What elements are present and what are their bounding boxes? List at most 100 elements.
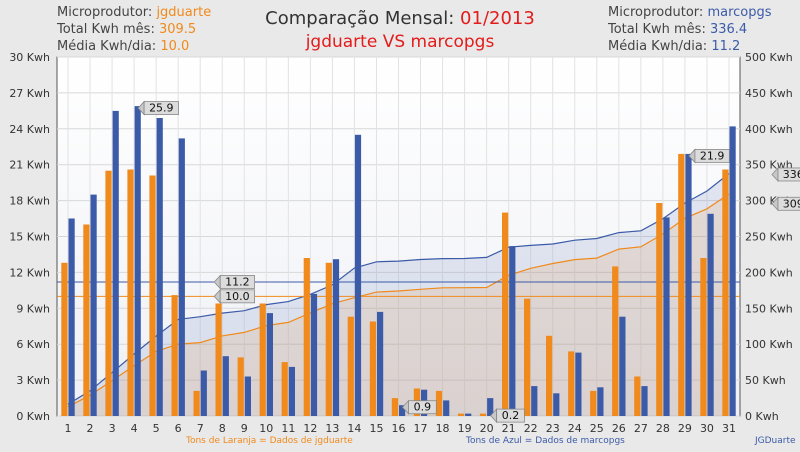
left-average-row: Média Kwh/dia: 10.0 (57, 39, 189, 55)
bar-jgduarte (105, 170, 112, 416)
x-tick-label: 6 (175, 422, 182, 435)
right-average-row: Média Kwh/dia: 11.2 (608, 39, 740, 55)
bar-jgduarte (325, 262, 332, 416)
bar-marcopgs (707, 213, 714, 416)
left-total-label: Total Kwh mês: (57, 22, 155, 37)
svg-text:21.9: 21.9 (700, 149, 725, 162)
svg-text:10.0: 10.0 (225, 290, 250, 303)
bar-marcopgs (641, 386, 648, 416)
x-tick-label: 30 (700, 422, 714, 435)
bar-jgduarte (193, 390, 200, 416)
bar-marcopgs (200, 370, 207, 416)
x-tick-label: 22 (524, 422, 538, 435)
bar-marcopgs (575, 352, 582, 416)
bar-marcopgs (134, 106, 141, 416)
y-right-tick-label: 0 Kwh (745, 410, 779, 423)
bar-marcopgs (509, 246, 516, 416)
bar-marcopgs (90, 194, 97, 416)
chart-subtitle: jgduarte VS marcopgs (305, 32, 495, 52)
svg-text:25.9: 25.9 (149, 102, 174, 115)
right-producer-label: Microprodutor: (608, 5, 704, 20)
author-signature: JGDuarte (755, 436, 796, 446)
bar-jgduarte (259, 303, 266, 416)
x-tick-label: 5 (153, 422, 160, 435)
x-tick-label: 20 (480, 422, 494, 435)
bar-marcopgs (443, 400, 450, 416)
bar-marcopgs (288, 366, 295, 416)
x-tick-label: 13 (325, 422, 339, 435)
bar-jgduarte (546, 335, 553, 416)
bar-marcopgs (663, 217, 670, 416)
x-tick-label: 23 (546, 422, 560, 435)
svg-text:0.9: 0.9 (414, 401, 432, 414)
bar-jgduarte (678, 153, 685, 416)
left-producer-name: jgduarte (156, 5, 212, 20)
cumulative-callout-marcopgs: 336.4 (771, 166, 800, 182)
x-tick-label: 7 (197, 422, 204, 435)
y-left-tick-label: 9 Kwh (16, 302, 50, 315)
cumulative-area-marcopgs (68, 173, 729, 416)
right-average-label: Média Kwh/dia: (608, 39, 708, 54)
y-right-tick-label: 50 Kwh (745, 374, 786, 387)
bar-marcopgs (68, 218, 75, 416)
bar-jgduarte (237, 357, 244, 416)
svg-text:11.2: 11.2 (225, 275, 250, 288)
bar-jgduarte (568, 351, 575, 416)
y-right-tick-label: 500 Kwh (745, 51, 793, 64)
chart-period: 01/2013 (460, 8, 535, 29)
x-tick-label: 10 (259, 422, 273, 435)
right-producer-row: Microprodutor: marcopgs (608, 5, 772, 21)
bar-marcopgs (222, 356, 229, 416)
y-right-tick-label: 150 Kwh (745, 302, 793, 315)
left-average-label: Média Kwh/dia: (57, 39, 157, 54)
bar-marcopgs (487, 398, 494, 416)
average-callout-marcopgs: 11.2 (213, 274, 256, 290)
bar-marcopgs (310, 293, 318, 416)
y-left-tick-label: 18 Kwh (9, 195, 50, 208)
bar-jgduarte (83, 224, 90, 416)
bar-marcopgs (266, 313, 273, 416)
bar-jgduarte (700, 258, 707, 416)
x-tick-label: 15 (369, 422, 383, 435)
right-total-label: Total Kwh mês: (608, 22, 706, 37)
y-left-tick-label: 21 Kwh (9, 159, 50, 172)
x-tick-label: 29 (678, 422, 692, 435)
y-left-tick-label: 30 Kwh (9, 51, 50, 64)
bar-jgduarte (612, 266, 619, 416)
bar-marcopgs (112, 110, 119, 417)
right-average-value: 11.2 (711, 39, 741, 54)
left-total-row: Total Kwh mês: 309.5 (57, 22, 196, 38)
y-left-tick-label: 24 Kwh (9, 123, 50, 136)
x-tick-label: 31 (722, 422, 736, 435)
x-tick-label: 12 (303, 422, 317, 435)
y-right-tick-label: 450 Kwh (745, 87, 793, 100)
bar-jgduarte (435, 390, 443, 416)
bar-marcopgs (178, 138, 185, 416)
bar-jgduarte (391, 398, 398, 416)
x-tick-label: 1 (65, 422, 72, 435)
cumulative-callout-jgduarte: 309.5 (771, 196, 800, 212)
svg-text:309.5: 309.5 (783, 197, 800, 210)
bar-jgduarte (502, 212, 509, 416)
y-left-tick-label: 3 Kwh (16, 374, 50, 387)
x-tick-label: 9 (241, 422, 248, 435)
bar-marcopgs (377, 311, 384, 416)
x-tick-label: 16 (392, 422, 406, 435)
bar-jgduarte (171, 295, 178, 416)
x-tick-label: 8 (219, 422, 226, 435)
y-right-tick-label: 200 Kwh (745, 266, 793, 279)
bar-jgduarte (347, 316, 354, 416)
bar-jgduarte (127, 169, 134, 416)
bar-marcopgs (354, 134, 362, 417)
cumulative-line-jgduarte (67, 193, 730, 408)
bar-marcopgs (465, 413, 472, 416)
y-left-tick-label: 27 Kwh (9, 87, 50, 100)
bar-marcopgs (553, 393, 560, 416)
bar-marcopgs (729, 126, 736, 417)
x-tick-label: 25 (590, 422, 604, 435)
bar-jgduarte (281, 362, 288, 416)
bar-marcopgs (156, 118, 163, 416)
bar-jgduarte (149, 175, 156, 416)
bar-jgduarte (61, 262, 68, 416)
chart-title-text: Comparação Mensal: (265, 8, 455, 29)
